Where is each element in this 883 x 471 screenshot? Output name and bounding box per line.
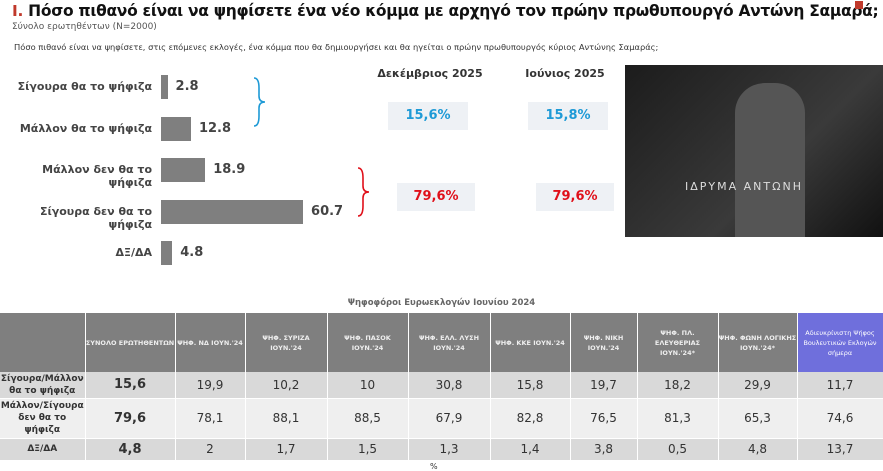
- bar-label: Μάλλον δεν θα το ψήφιζα: [42, 163, 152, 189]
- table-cell: 88,5: [327, 398, 409, 439]
- bar-label: Μάλλον θα το ψήφιζα: [19, 121, 152, 135]
- bar: [161, 116, 191, 141]
- table-caption: Ψηφοφόροι Ευρωεκλογών Ιουνίου 2024: [347, 298, 536, 308]
- positive-dec-2025: 15,6%: [388, 102, 468, 130]
- subtitle: Σύνολο ερωτηθέντων (N=2000): [12, 22, 157, 32]
- column-header: ΣΥΝΟΛΟ ΕΡΩΤΗΘΕΝΤΩΝ: [85, 313, 176, 372]
- table-cell: 1,3: [408, 438, 491, 461]
- table-cell: 10,2: [245, 372, 328, 399]
- table-row: Μάλλον/Σίγουρα δεν θα το ψήφιζα 79,6 78,1 8…: [0, 398, 883, 439]
- positive-jun-2025: 15,8%: [528, 102, 608, 130]
- column-header: ΨΗΦ. ΣΥΡΙΖΑ ΙΟΥΝ.'24: [245, 313, 328, 372]
- question-text: Πόσο πιθανό είναι να ψηφίσετε, στις επόμ…: [14, 42, 659, 52]
- table-cell: 1,5: [327, 438, 409, 461]
- crosstab-table: ΣΥΝΟΛΟ ΕΡΩΤΗΘΕΝΤΩΝ ΨΗΦ. ΝΔ ΙΟΥΝ.'24 ΨΗΦ. Σ…: [0, 313, 883, 461]
- column-header: ΨΗΦ. ΦΩΝΗ ΛΟΓΙΚΗΣ ΙΟΥΝ.'24*: [718, 313, 798, 372]
- table-cell: 19,7: [570, 372, 638, 399]
- row-label: Σίγουρα/Μάλλον θα το ψήφιζα: [0, 372, 86, 399]
- column-header-jun-2025: Ιούνιος 2025: [525, 67, 605, 80]
- data-label: 12.8: [198, 120, 232, 136]
- table-cell: 13,7: [797, 438, 883, 461]
- table-cell: 29,9: [718, 372, 798, 399]
- bar: [161, 199, 304, 224]
- table-cell: 76,5: [570, 398, 638, 439]
- table-cell: 4,8: [718, 438, 798, 461]
- data-label: 2.8: [175, 79, 199, 94]
- table-cell: 78,1: [175, 398, 246, 439]
- table-cell: 79,6: [85, 398, 176, 439]
- photo-samaras: ΙΔΡΥΜΑ ΑΝΤΩΝΗ: [625, 65, 883, 237]
- column-header: [0, 313, 86, 372]
- table-cell: 30,8: [408, 372, 491, 399]
- table-cell: 1,4: [490, 438, 571, 461]
- table-cell: 67,9: [408, 398, 491, 439]
- page-title: I. Πόσο πιθανό είναι να ψηφίσετε ένα νέο…: [12, 2, 879, 20]
- column-header: ΨΗΦ. ΚΚΕ ΙΟΥΝ.'24: [490, 313, 571, 372]
- table-cell: 15,6: [85, 372, 176, 399]
- data-label: 18.9: [213, 162, 246, 177]
- table-cell: 1,7: [245, 438, 328, 461]
- logo: [855, 0, 883, 16]
- table-cell: 18,2: [637, 372, 719, 399]
- table-cell: 10: [327, 372, 409, 399]
- table-cell: 65,3: [718, 398, 798, 439]
- bar: [161, 75, 168, 99]
- row-label: ΔΞ/ΔΑ: [0, 438, 86, 461]
- table-cell: 4,8: [85, 438, 176, 461]
- red-brace: [357, 167, 370, 217]
- table-row: ΔΞ/ΔΑ 4,8 2 1,7 1,5 1,3 1,4 3,8 0,5 4,8 13,7: [0, 438, 883, 461]
- column-header: Αδιευκρίνιστη Ψήφος Βουλευτικών Εκλογών …: [797, 313, 883, 372]
- table-cell: 3,8: [570, 438, 638, 461]
- bar-label: ΔΞ/ΔΑ: [115, 246, 152, 259]
- table-cell: 0,5: [637, 438, 719, 461]
- bar: [161, 241, 173, 265]
- table-cell: 15,8: [490, 372, 571, 399]
- table-cell: 81,3: [637, 398, 719, 439]
- table-cell: 19,9: [175, 372, 246, 399]
- table-cell: 82,8: [490, 398, 571, 439]
- column-header: ΨΗΦ. ΠΛ. ΕΛΕΥΘΕΡΙΑΣ ΙΟΥΝ.'24*: [637, 313, 719, 372]
- table-cell: 74,6: [797, 398, 883, 439]
- bar-label: Σίγουρα θα το ψήφιζα: [17, 80, 152, 93]
- table-cell: 2: [175, 438, 246, 461]
- bar: [161, 158, 206, 182]
- data-label: 4.8: [180, 245, 204, 260]
- column-header-dec-2025: Δεκέμβριος 2025: [377, 67, 483, 80]
- bar-label: Σίγουρα δεν θα το ψήφιζα: [39, 204, 152, 231]
- table-row: Σίγουρα/Μάλλον θα το ψήφιζα 15,6 19,9 10,2 1…: [0, 372, 883, 399]
- unit-label: %: [430, 462, 438, 471]
- negative-dec-2025: 79,6%: [397, 183, 475, 211]
- row-label: Μάλλον/Σίγουρα δεν θα το ψήφιζα: [0, 398, 86, 439]
- table-cell: 88,1: [245, 398, 328, 439]
- data-label: 60.7: [311, 203, 344, 219]
- blue-brace: [253, 77, 266, 127]
- column-header: ΨΗΦ. ΠΑΣΟΚ ΙΟΥΝ.'24: [327, 313, 409, 372]
- column-header: ΨΗΦ. ΕΛΛ. ΛΥΣΗ ΙΟΥΝ.'24: [408, 313, 491, 372]
- table-cell: 11,7: [797, 372, 883, 399]
- negative-jun-2025: 79,6%: [536, 183, 614, 211]
- column-header: ΨΗΦ. ΝΙΚΗ ΙΟΥΝ.'24: [570, 313, 638, 372]
- column-header: ΨΗΦ. ΝΔ ΙΟΥΝ.'24: [175, 313, 246, 372]
